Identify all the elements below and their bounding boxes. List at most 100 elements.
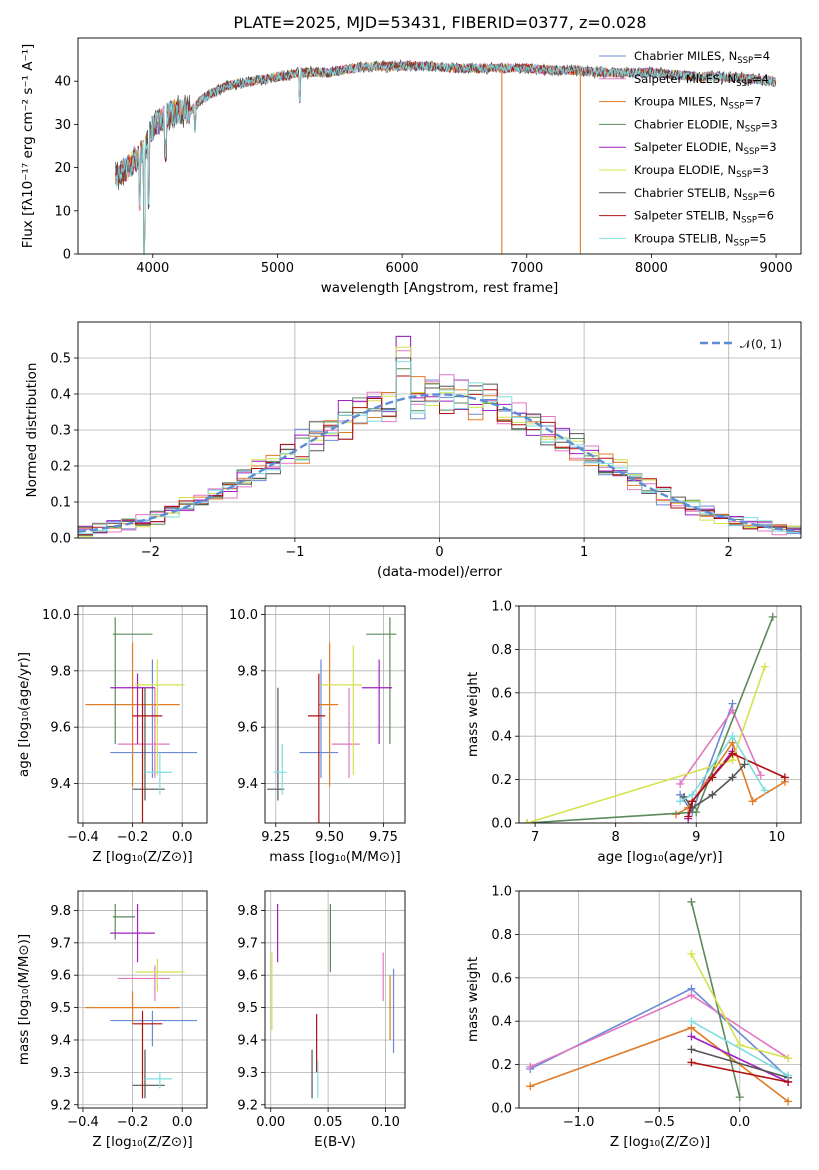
y-tick-label: 9.8	[237, 904, 258, 919]
weight-marker	[687, 1045, 696, 1054]
x-tick-label: −0.4	[67, 830, 99, 845]
y-tick-label: 40	[54, 75, 71, 90]
y-tick-label: 9.3	[50, 1066, 71, 1081]
plot-area	[526, 897, 793, 1106]
y-tick-label: 0.2	[50, 460, 71, 475]
x-tick-label: 8000	[635, 261, 668, 276]
weight-marker	[676, 797, 685, 806]
y-tick-label: 9.5	[50, 1001, 71, 1016]
y-tick-label: 0.8	[491, 643, 512, 658]
x-tick-label: 0.10	[371, 1115, 400, 1130]
plot-weight_vs_age: 7 8 9 10 0.0 0.2 0.4 0.6 0.8 1.0 age [log₁₀(age/yr…	[465, 600, 802, 865]
weight-marker	[728, 749, 737, 758]
errorbar-point	[361, 659, 393, 745]
y-tick-label: 9.4	[50, 1033, 71, 1048]
y-tick-label: 9.6	[50, 969, 71, 984]
legend-label-main: Kroupa ELODIE, N	[634, 163, 736, 177]
y-tick-label: 9.3	[237, 1066, 258, 1081]
axes-frame	[518, 890, 802, 1109]
weight-marker	[760, 662, 769, 671]
x-tick-label: 10	[769, 830, 786, 845]
weight-line	[679, 734, 766, 803]
errorbar-point	[308, 673, 326, 823]
legend-label-sub: SSP	[741, 216, 757, 226]
x-tick-label: 1	[580, 545, 588, 560]
weight-marker	[780, 773, 789, 782]
weight-line	[691, 1061, 789, 1083]
errorbar-point	[267, 687, 285, 801]
y-tick-label: 1.0	[491, 600, 512, 615]
legend-label: Salpeter MILES, NSSP=4	[634, 72, 769, 89]
y-tick-label: 9.7	[50, 936, 71, 951]
legend-label: Chabrier ELODIE, NSSP=3	[634, 117, 778, 134]
x-tick-label: 4000	[136, 261, 169, 276]
weight-marker	[735, 1093, 744, 1102]
x-axis-label: mass [log₁₀(M/M⊙)]	[269, 849, 400, 865]
x-axis-label: E(B-V)	[314, 1134, 356, 1150]
x-tick-label: 9.50	[315, 830, 344, 845]
legend-label-suffix: =3	[760, 140, 777, 154]
legend-label-suffix: =4	[753, 49, 770, 63]
y-tick-label: 30	[54, 118, 71, 133]
legend: 𝒩(0, 1)	[700, 337, 782, 351]
x-tick-label: 2	[725, 545, 733, 560]
x-tick-label: 0.05	[314, 1115, 343, 1130]
y-tick-label: 10.0	[229, 608, 258, 623]
errorbar-point	[135, 659, 185, 776]
legend-label-main: Kroupa STELIB, N	[634, 231, 734, 245]
normal-curve	[78, 393, 801, 533]
axes-frame	[264, 605, 406, 824]
weight-line	[691, 1035, 789, 1083]
legend-label-sub: SSP	[737, 56, 753, 66]
y-tick-label: 9.2	[50, 1098, 71, 1113]
y-tick-label: 0.4	[491, 730, 512, 745]
errorbar-point	[318, 642, 339, 787]
errorbar-point	[135, 959, 185, 992]
y-tick-label: 9.5	[237, 1001, 258, 1016]
legend-label: Kroupa STELIB, NSSP=5	[634, 231, 766, 248]
spectrum-line	[115, 59, 777, 254]
axes-frame	[77, 321, 802, 539]
y-tick-label: 9.2	[237, 1098, 258, 1113]
legend-label-suffix: =3	[752, 163, 769, 177]
y-tick-label: 9.4	[237, 777, 258, 792]
chart-title: PLATE=2025, MJD=53431, FIBERID=0377, z=0…	[233, 13, 646, 32]
plot-mass_vs_ebv: 0.00 0.05 0.10 9.2 9.3 9.4 9.5 9.6 9.7 9.8 E(B-V)	[237, 890, 406, 1150]
y-tick-label: 9.6	[50, 721, 71, 736]
weight-marker	[688, 790, 697, 799]
x-tick-label: −1	[285, 545, 304, 560]
y-tick-label: 0.1	[50, 496, 71, 511]
x-axis-label: Z [log₁₀(Z/Z⊙)]	[92, 849, 192, 865]
y-tick-label: 9.8	[50, 664, 71, 679]
axes-frame	[518, 605, 802, 824]
y-tick-label: 0.0	[491, 1102, 512, 1117]
weight-marker	[526, 1082, 535, 1091]
x-tick-label: 0.0	[172, 830, 193, 845]
y-tick-label: 10.0	[42, 608, 71, 623]
legend-label-main: Chabrier ELODIE, N	[634, 117, 745, 131]
legend-label: Salpeter STELIB, NSSP=6	[634, 209, 774, 226]
x-tick-label: 9.25	[261, 830, 290, 845]
legend-label-suffix: =3	[761, 117, 778, 131]
errorbar-point	[85, 642, 180, 787]
weight-marker	[728, 732, 737, 741]
x-tick-label: 9.75	[369, 830, 398, 845]
weight-marker	[768, 612, 777, 621]
x-tick-label: −0.5	[643, 1115, 675, 1130]
plot-area	[78, 335, 801, 537]
y-tick-label: 0.5	[50, 352, 71, 367]
y-tick-label: 0.0	[50, 532, 71, 547]
x-tick-label: 6000	[386, 261, 419, 276]
y-tick-label: 0.6	[491, 686, 512, 701]
weight-marker	[748, 797, 757, 806]
x-axis-label: age [log₁₀(age/yr)]	[597, 849, 722, 865]
plot-mass_vs_Z: −0.4 −0.2 0.0 9.2 9.3 9.4 9.5 9.6 9.7 9.8 Z [log₁₀…	[16, 890, 208, 1150]
y-tick-label: 9.4	[237, 1033, 258, 1048]
axes-frame	[77, 890, 208, 1109]
axes-frame	[77, 605, 208, 824]
errorbar-point	[110, 903, 155, 963]
weight-marker	[784, 1054, 793, 1063]
legend-label-main: Salpeter STELIB, N	[634, 209, 741, 223]
legend-label: 𝒩(0, 1)	[740, 337, 782, 351]
